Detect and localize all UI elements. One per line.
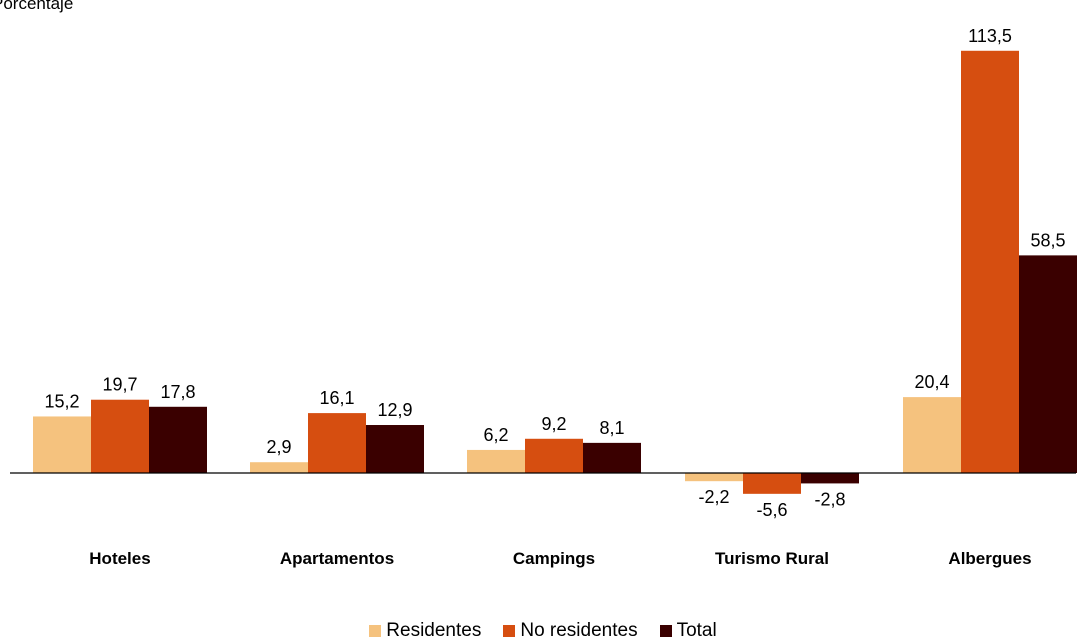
legend-label-residentes: Residentes [386, 620, 482, 641]
bar-no-residentes-1 [308, 413, 366, 473]
category-label-1: Apartamentos [280, 549, 394, 568]
legend-label-total: Total [676, 620, 717, 641]
category-label-2: Campings [513, 549, 595, 568]
bar-total-4 [1019, 255, 1077, 473]
data-label-no-residentes-0: 19,7 [102, 375, 137, 395]
bar-residentes-4 [903, 397, 961, 473]
y-axis-label: Porcentaje [0, 0, 74, 13]
bar-total-2 [583, 442, 641, 473]
data-label-residentes-2: 6,2 [483, 425, 508, 445]
bar-no-residentes-2 [525, 438, 583, 473]
data-label-total-3: -2,8 [814, 489, 845, 509]
bar-no-residentes-4 [961, 50, 1019, 473]
data-label-residentes-0: 15,2 [44, 391, 79, 411]
bar-residentes-2 [467, 449, 525, 473]
legend-swatch-no-residentes [503, 625, 516, 637]
data-label-total-4: 58,5 [1030, 230, 1065, 250]
bar-total-0 [149, 406, 207, 473]
data-label-residentes-1: 2,9 [266, 437, 291, 457]
bar-no-residentes-0 [91, 399, 149, 473]
data-label-no-residentes-1: 16,1 [319, 388, 354, 408]
category-label-3: Turismo Rural [715, 549, 829, 568]
legend: Residentes No residentes Total [0, 620, 1086, 642]
legend-label-no-residentes: No residentes [520, 620, 638, 641]
data-label-total-0: 17,8 [160, 382, 195, 402]
bar-total-1 [366, 425, 424, 473]
bar-residentes-3 [685, 473, 743, 482]
legend-swatch-residentes [369, 625, 382, 637]
data-label-residentes-4: 20,4 [914, 372, 949, 392]
category-label-0: Hoteles [89, 549, 150, 568]
data-label-total-1: 12,9 [377, 400, 412, 420]
legend-item-no-residentes: No residentes [503, 620, 638, 642]
data-label-no-residentes-3: -5,6 [756, 500, 787, 520]
bar-no-residentes-3 [743, 473, 801, 494]
legend-item-total: Total [659, 620, 717, 642]
bar-total-3 [801, 473, 859, 484]
data-label-no-residentes-2: 9,2 [541, 414, 566, 434]
legend-swatch-total [659, 625, 672, 637]
data-label-total-2: 8,1 [599, 418, 624, 438]
category-label-4: Albergues [948, 549, 1031, 568]
data-label-residentes-3: -2,2 [698, 487, 729, 507]
legend-item-residentes: Residentes [369, 620, 481, 642]
data-label-no-residentes-4: 113,5 [968, 26, 1012, 46]
bar-residentes-1 [250, 462, 308, 473]
bar-residentes-0 [33, 416, 91, 473]
